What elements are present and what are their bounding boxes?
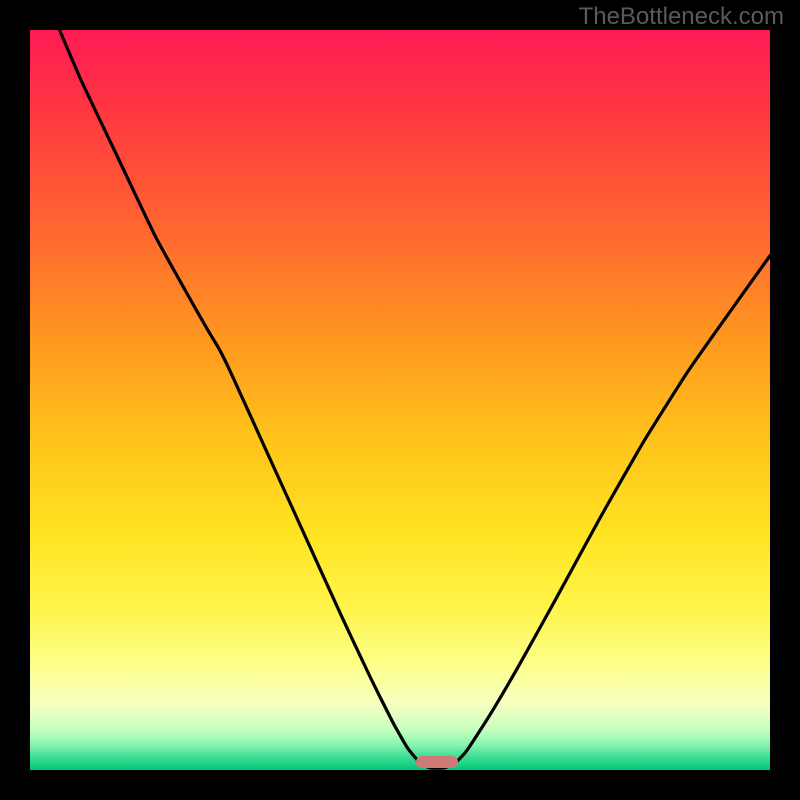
- curve-path: [60, 30, 770, 768]
- optimum-marker: [416, 756, 457, 768]
- outer-frame: TheBottleneck.com: [0, 0, 800, 800]
- watermark-text: TheBottleneck.com: [579, 3, 784, 31]
- plot-area: [30, 30, 770, 770]
- bottleneck-curve: [30, 30, 770, 770]
